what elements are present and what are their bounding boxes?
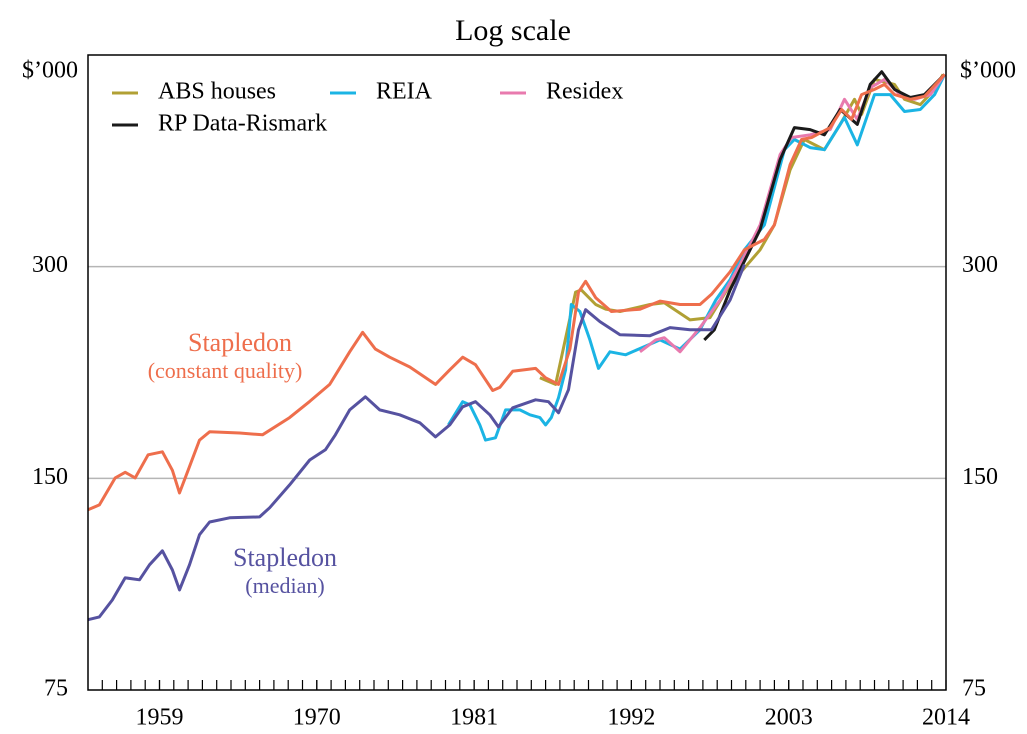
series-line <box>87 73 946 512</box>
series-line <box>87 264 746 622</box>
y-unit-right: $’000 <box>960 58 1016 84</box>
legend-label: RP Data-Rismark <box>158 111 327 137</box>
annotation: Stapledon <box>233 543 337 572</box>
y-tick-label-right: 300 <box>962 252 998 278</box>
x-tick-label: 2003 <box>765 705 813 731</box>
y-tick-label: 75 <box>44 676 68 702</box>
series-line <box>447 73 946 442</box>
series-line <box>639 73 946 354</box>
x-tick-label: 1992 <box>607 705 655 731</box>
annotation: (constant quality) <box>148 358 303 383</box>
chart-title: Log scale <box>455 14 571 47</box>
annotation: (median) <box>245 573 324 598</box>
x-tick-label: 1959 <box>136 705 184 731</box>
x-tick-label: 2014 <box>922 705 970 731</box>
annotation: Stapledon <box>188 328 292 357</box>
y-tick-label: 300 <box>32 252 68 278</box>
x-tick-label: 1970 <box>293 705 341 731</box>
plot-frame <box>87 54 947 691</box>
legend-label: Residex <box>546 79 623 105</box>
x-tick-label: 1981 <box>450 705 498 731</box>
y-tick-label: 150 <box>32 464 68 490</box>
legend-label: REIA <box>376 79 433 105</box>
y-tick-label-right: 150 <box>962 464 998 490</box>
legend-label: ABS houses <box>158 79 276 105</box>
y-unit-left: $’000 <box>22 58 78 84</box>
y-tick-label-right: 75 <box>962 676 986 702</box>
series-line <box>539 73 945 386</box>
